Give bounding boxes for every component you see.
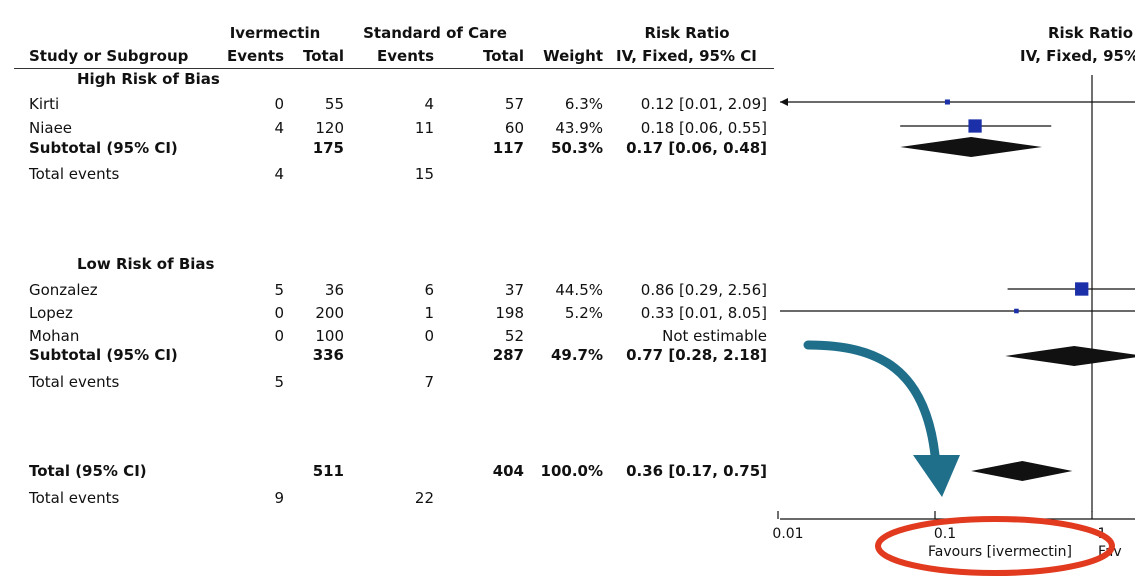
summary-diamond [900, 137, 1042, 157]
study-point [968, 119, 982, 133]
overall-weight: 100.0% [540, 462, 603, 480]
study-point [1075, 282, 1089, 296]
subgroup-title: Low Risk of Bias [77, 255, 215, 273]
annotation-arrowhead [913, 455, 960, 497]
study-ci: 0.18 [0.06, 0.55] [640, 119, 767, 137]
study-ci: 0.33 [0.01, 8.05] [640, 304, 767, 322]
total-events-2: 15 [414, 165, 434, 183]
study-ci: 0.12 [0.01, 2.09] [640, 95, 767, 113]
study-name: Mohan [29, 327, 80, 345]
total-events-label: Total events [29, 165, 120, 183]
summary-diamond [1005, 346, 1135, 366]
header-method-table: IV, Fixed, 95% CI [616, 47, 757, 65]
study-events-1: 0 [274, 304, 284, 322]
study-events-1: 5 [274, 281, 284, 299]
study-events-1: 0 [274, 95, 284, 113]
study-events-1: 4 [274, 119, 284, 137]
study-ci: 0.86 [0.29, 2.56] [640, 281, 767, 299]
study-weight: 6.3% [564, 95, 603, 113]
header-standard-of-care: Standard of Care [363, 24, 507, 42]
study-total-1: 200 [315, 304, 344, 322]
overall-events-label: Total events [29, 489, 120, 507]
total-events-1: 4 [274, 165, 284, 183]
subtotal-total-1: 175 [312, 139, 344, 157]
study-events-2: 0 [424, 327, 434, 345]
overall-total-2: 404 [492, 462, 524, 480]
header-risk-ratio-table: Risk Ratio [644, 24, 730, 42]
study-total-2: 198 [495, 304, 524, 322]
study-point [944, 99, 950, 105]
study-ci: Not estimable [662, 327, 767, 345]
study-events-2: 6 [424, 281, 434, 299]
study-total-2: 37 [504, 281, 524, 299]
subtotal-total-2: 287 [492, 346, 524, 364]
study-total-2: 52 [504, 327, 524, 345]
study-name: Gonzalez [29, 281, 98, 299]
study-total-1: 55 [324, 95, 344, 113]
study-total-2: 60 [504, 119, 524, 137]
subtotal-weight: 49.7% [550, 346, 603, 364]
subtotal-total-2: 117 [492, 139, 524, 157]
total-events-1: 5 [274, 373, 284, 391]
header-total-2: Total [483, 47, 524, 65]
study-total-1: 100 [315, 327, 344, 345]
header-total-1: Total [303, 47, 344, 65]
favours-ivermectin-label: Favours [ivermectin] [928, 544, 1072, 560]
study-events-2: 4 [424, 95, 434, 113]
overall-label: Total (95% CI) [29, 462, 147, 480]
subgroup-title: High Risk of Bias [77, 70, 220, 88]
study-point [1014, 308, 1019, 314]
study-weight: 43.9% [555, 119, 603, 137]
study-events-2: 1 [424, 304, 434, 322]
subtotal-total-1: 336 [312, 346, 344, 364]
header-events-2: Events [377, 47, 434, 65]
header-risk-ratio-plot: Risk Ratio [1048, 24, 1134, 42]
header-method-plot: IV, Fixed, 95% [1020, 47, 1135, 65]
study-total-1: 36 [324, 281, 344, 299]
total-events-2: 7 [424, 373, 434, 391]
total-events-label: Total events [29, 373, 120, 391]
study-name: Lopez [29, 304, 73, 322]
header-weight: Weight [543, 47, 603, 65]
summary-diamond [971, 461, 1073, 481]
overall-events-2: 22 [414, 489, 434, 507]
subtotal-ci: 0.17 [0.06, 0.48] [626, 139, 767, 157]
header-study: Study or Subgroup [29, 47, 189, 65]
study-events-2: 11 [414, 119, 434, 137]
header-ivermectin: Ivermectin [229, 24, 321, 42]
subtotal-label: Subtotal (95% CI) [29, 139, 178, 157]
study-name: Niaee [29, 119, 73, 137]
overall-ci: 0.36 [0.17, 0.75] [626, 462, 767, 480]
study-total-2: 57 [504, 95, 524, 113]
subtotal-ci: 0.77 [0.28, 2.18] [626, 346, 767, 364]
study-events-1: 0 [274, 327, 284, 345]
overall-total-1: 511 [312, 462, 344, 480]
study-weight: 44.5% [555, 281, 603, 299]
annotation-circle [875, 516, 1115, 576]
study-weight: 5.2% [564, 304, 603, 322]
annotation-arrow [803, 340, 940, 460]
study-name: Kirti [29, 95, 60, 113]
overall-events-1: 9 [274, 489, 284, 507]
ci-arrowhead [780, 98, 788, 106]
header-rule [14, 68, 774, 69]
subtotal-label: Subtotal (95% CI) [29, 346, 178, 364]
axis-tick-label: 0.1 [934, 526, 956, 542]
study-total-1: 120 [315, 119, 344, 137]
header-events-1: Events [227, 47, 284, 65]
axis-tick-label: 0.01 [772, 526, 803, 542]
subtotal-weight: 50.3% [550, 139, 603, 157]
